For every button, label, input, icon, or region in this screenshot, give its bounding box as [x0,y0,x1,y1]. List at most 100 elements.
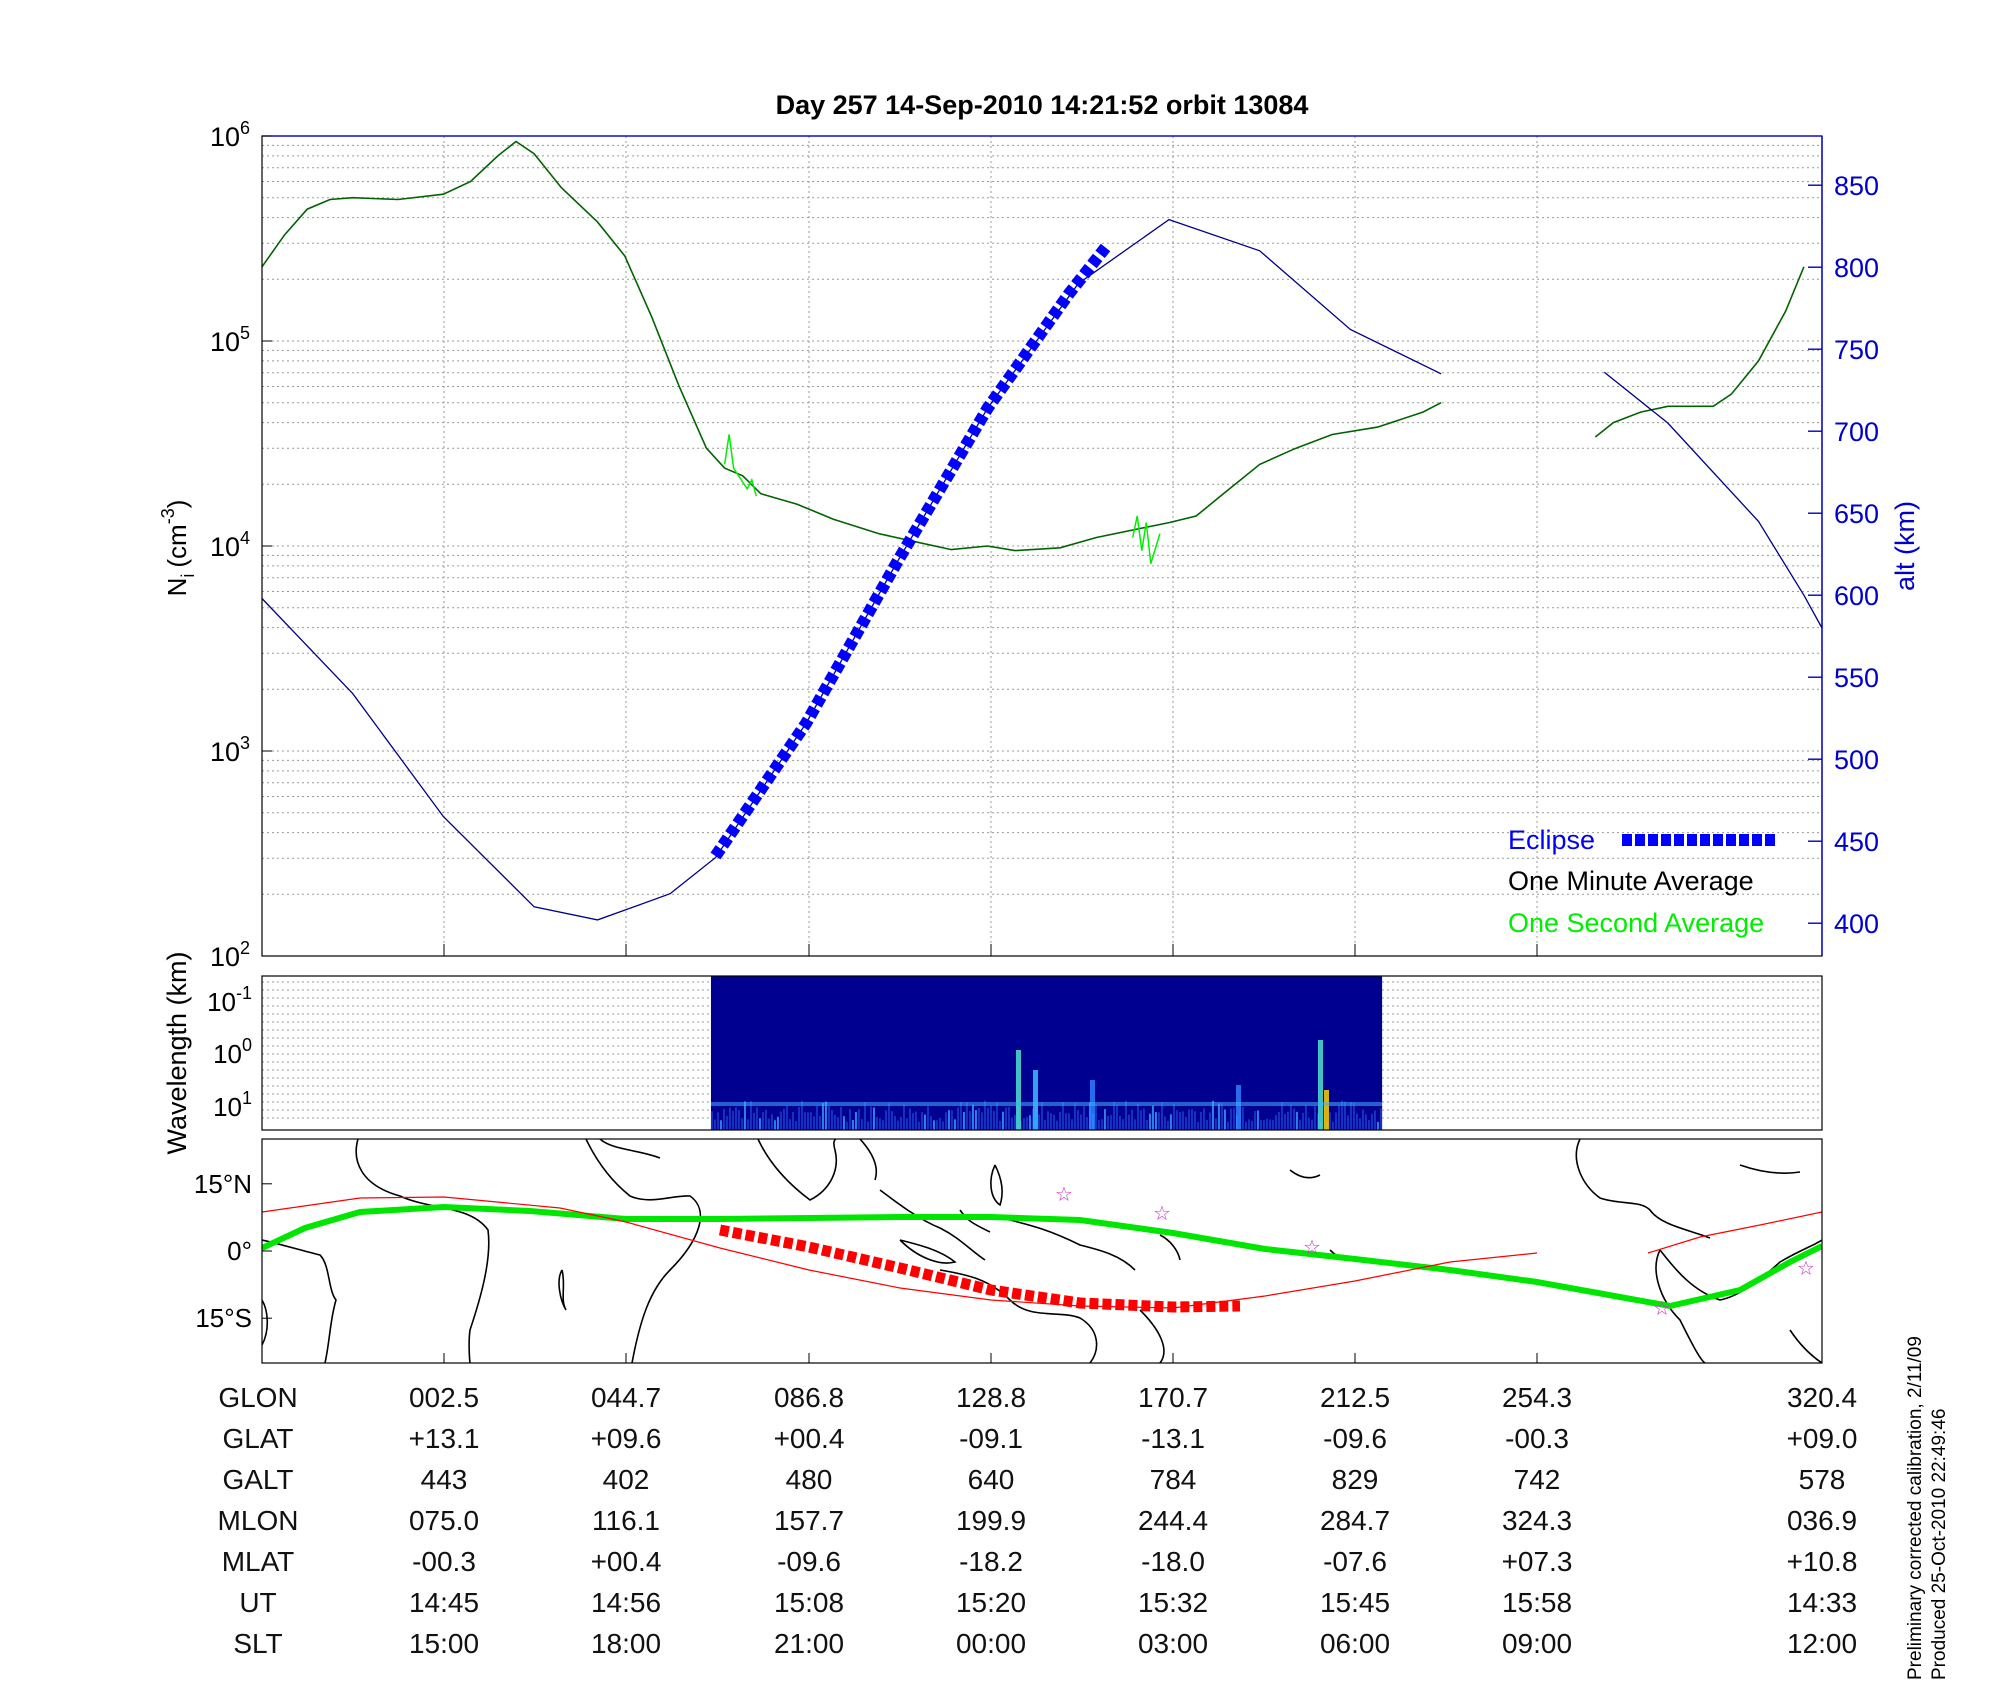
table-cell: -07.6 [1323,1546,1387,1577]
spectrogram-column [1073,1103,1076,1130]
spectrogram-column [1202,1108,1205,1130]
spectrogram-column [869,1106,872,1130]
spectrogram-column [827,1105,830,1130]
spectrogram-column [842,1116,845,1130]
spectrogram-column [1244,1121,1247,1130]
spectrogram-column [887,1103,890,1130]
spectrogram-column [1283,1114,1286,1130]
spectrogram-column [917,1121,920,1130]
spectrogram-column [1031,1108,1034,1130]
spectrogram-column [1022,1117,1025,1130]
spectrogram-column [1265,1118,1268,1130]
spectrogram-y-ticks: 10-1 100 101 [207,983,252,1122]
spectrogram-column [1196,1121,1199,1130]
spectrogram-column [935,1120,938,1130]
table-cell: +09.6 [590,1423,662,1454]
spectrogram-column [1223,1109,1226,1130]
series-one-second-average [1131,515,1161,564]
spectrogram-column [998,1120,1001,1130]
table-cell: 15:00 [408,1628,480,1659]
series-eclipse [710,243,1111,860]
spectrogram-column [776,1116,779,1130]
latitude-tick-label: 15°S [195,1303,252,1333]
altitude-tick-label: 750 [1834,335,1879,365]
spectrogram-column [923,1114,926,1130]
spectrogram-column [1349,1102,1352,1130]
altitude-y-ticks: 400 450 500 550 600 650 700 750 800 850 [1808,171,1879,939]
spectrogram-column [1136,1103,1139,1130]
spectrogram-column [779,1111,782,1130]
spectrogram-column [1100,1119,1103,1130]
spectrogram-column [743,1101,746,1130]
spectrogram-band [710,1102,1383,1106]
spectrogram-column [857,1109,860,1130]
spectrogram-column [899,1116,902,1130]
spectrogram-column [890,1111,893,1130]
spectrogram-column [797,1107,800,1130]
density-panel: 102 103 104 105 106 400 450 500 550 600 650 700 750… [158,118,1920,972]
table-cell: 578 [1798,1464,1846,1495]
spectrogram-column [1361,1109,1364,1130]
spectrogram-column [1037,1114,1040,1130]
spectrogram-column [956,1107,959,1130]
spectrogram-column [830,1109,833,1130]
table-cell: 002.5 [408,1382,480,1413]
chart-title: Day 257 14-Sep-2010 14:21:52 orbit 13084 [776,90,1309,120]
spectrogram-column [1226,1121,1229,1130]
table-cell: 170.7 [1137,1382,1209,1413]
spectrogram-column [1094,1104,1097,1130]
table-row-label: MLON [217,1505,299,1536]
spectrogram-column [1316,1113,1319,1130]
spectrogram-column [962,1111,965,1130]
orbit-track [262,1196,1538,1309]
spectrogram-column [1007,1107,1010,1130]
spectrogram-column [860,1119,863,1130]
spectrogram-column [941,1121,944,1130]
spectrogram-column [1046,1111,1049,1130]
table-cell: -00.3 [1505,1423,1569,1454]
spectrogram-column [1103,1109,1106,1130]
spectrogram-column [1118,1115,1121,1130]
spectrogram-column [1358,1118,1361,1130]
spectrogram-column [1340,1100,1343,1130]
spectrogram-column [875,1116,878,1130]
table-cell: -09.6 [1323,1423,1387,1454]
spectrogram-column [854,1111,857,1130]
spectrogram-column [716,1112,719,1130]
table-cell: 15:58 [1501,1587,1573,1618]
spectrogram-column [773,1120,776,1130]
spectrogram-column [758,1118,761,1130]
altitude-tick-label: 600 [1834,581,1879,611]
spectrogram-column [1331,1121,1334,1130]
spectrogram-column [1133,1119,1136,1130]
spectrogram-column [1217,1103,1220,1130]
spectrogram-column [1229,1108,1232,1130]
spectrogram-column [1187,1109,1190,1130]
table-cell: -18.2 [959,1546,1023,1577]
spectrogram-column [728,1107,731,1130]
spectrogram-column [1097,1120,1100,1130]
spectrogram-column [1043,1120,1046,1130]
density-y-label: Ni(cm-3) [158,500,198,597]
spectrogram-column [1193,1111,1196,1130]
spectrogram-column [1241,1107,1244,1130]
table-cell: 640 [967,1464,1015,1495]
station-star-icon: ☆ [1797,1256,1815,1280]
spectrogram-column [1367,1119,1370,1130]
spectrogram-column [1271,1119,1274,1130]
spectrogram-column [1370,1113,1373,1130]
spectrogram-column [782,1108,785,1130]
spectrogram-column [1064,1113,1067,1130]
spectrogram-column [1214,1118,1217,1130]
table-row-label: GALT [222,1464,294,1495]
spectrogram-column [1352,1102,1355,1130]
table-cell: 036.9 [1786,1505,1858,1536]
spectrogram-column [1304,1104,1307,1130]
spectrogram-column [755,1107,758,1130]
spectrogram-column [815,1105,818,1130]
spectrogram-column [1058,1111,1061,1130]
spectrogram-column [1169,1114,1172,1130]
spectrogram-column [953,1119,956,1130]
spectrogram-column [929,1116,932,1130]
spectrogram-column [1079,1114,1082,1130]
